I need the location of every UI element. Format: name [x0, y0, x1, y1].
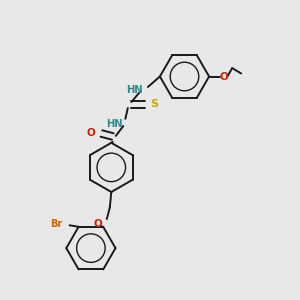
Text: HN: HN — [126, 85, 143, 95]
Text: S: S — [151, 99, 159, 110]
Text: HN: HN — [106, 119, 122, 129]
Text: Br: Br — [50, 219, 62, 230]
Text: O: O — [87, 128, 95, 138]
Text: O: O — [94, 218, 102, 229]
Text: O: O — [219, 71, 228, 82]
